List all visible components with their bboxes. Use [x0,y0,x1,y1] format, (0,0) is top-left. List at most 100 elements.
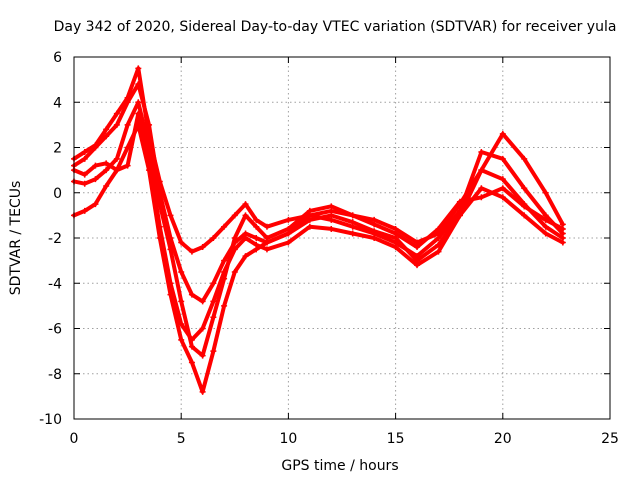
data-point-day-1 [167,212,174,219]
data-point-day-4 [231,268,238,275]
data-point-day-1 [253,216,260,223]
data-point-day-1 [499,130,506,137]
data-point-day-1 [113,110,120,117]
y-tick-label: -6 [48,322,62,338]
y-tick-label: 2 [53,141,62,157]
data-point-day-2 [178,268,185,275]
data-point-day-5 [167,246,174,253]
data-point-day-5 [188,343,195,350]
y-tick-label: 0 [53,186,62,202]
y-tick-label: -4 [48,276,62,292]
data-point-day-4 [156,235,163,241]
data-point-day-5 [221,275,228,282]
data-point-day-3 [306,223,313,230]
x-tick-label: 20 [494,431,512,447]
data-point-day-3 [124,162,131,169]
data-point-day-5 [81,180,88,187]
data-point-day-5 [178,298,185,305]
data-point-day-4 [81,207,88,214]
data-point-day-1 [81,149,88,156]
y-tick-label: -8 [48,367,62,383]
x-tick-label: 25 [601,431,619,447]
x-axis-label: GPS time / hours [281,458,398,474]
data-point-day-1 [521,155,528,162]
data-point-day-3 [478,167,485,174]
data-point-day-5 [328,203,335,210]
data-point-day-5 [559,225,566,232]
data-point-day-3 [81,171,88,178]
y-axis-label: SDTVAR / TECUs [8,181,24,296]
data-point-day-3 [103,160,110,167]
data-point-day-5 [199,352,206,359]
data-point-day-3 [542,223,549,230]
data-point-day-2 [499,155,506,162]
data-point-day-5 [124,121,131,128]
data-point-day-2 [135,81,142,88]
data-point-day-3 [263,246,270,253]
data-point-day-4 [178,336,185,343]
data-point-day-3 [435,248,442,255]
data-point-day-5 [263,235,270,241]
tick-layer: 0 5 10 15 20 25 -10 -8 -6 -4 -2 0 2 4 6 [39,50,619,447]
data-point-day-1 [285,216,292,223]
chart-title: Day 342 of 2020, Sidereal Day-to-day VTE… [54,19,617,35]
data-point-day-2 [210,280,217,287]
data-point-day-2 [199,298,206,305]
data-point-day-5 [499,185,506,192]
data-point-day-4 [199,388,206,395]
data-point-day-4 [210,348,217,355]
data-point-day-5 [146,144,153,151]
data-point-day-5 [103,167,110,174]
data-point-day-5 [113,155,120,162]
data-point-day-4 [499,194,506,201]
data-point-day-5 [435,225,442,232]
data-point-day-2 [146,121,153,128]
data-point-day-4 [113,167,120,174]
data-point-day-5 [156,201,163,208]
data-point-day-4 [242,253,249,260]
x-tick-label: 10 [279,431,297,447]
data-point-day-5 [371,221,378,228]
data-point-day-2 [103,133,110,140]
data-point-day-1 [263,223,270,230]
data-point-day-1 [178,239,185,246]
data-point-day-4 [456,212,463,219]
data-point-day-2 [92,144,99,151]
y-tick-label: 6 [53,50,62,66]
data-point-day-2 [253,235,260,241]
data-point-day-5 [135,99,142,106]
series-line-day-4 [72,122,565,394]
data-point-day-4 [135,121,142,128]
data-point-day-5 [253,223,260,230]
data-point-day-2 [188,291,195,298]
data-point-day-2 [435,235,442,241]
data-point-day-4 [414,257,421,264]
data-point-day-3 [285,239,292,246]
data-point-day-5 [231,235,238,241]
data-point-day-4 [306,216,313,223]
data-point-day-3 [392,244,399,251]
data-point-day-1 [135,65,142,72]
data-point-day-5 [542,216,549,223]
data-point-day-2 [221,257,228,264]
data-point-day-5 [285,225,292,232]
data-point-day-2 [124,99,131,106]
data-point-day-1 [199,244,206,251]
data-point-day-5 [521,203,528,210]
data-point-day-5 [392,230,399,237]
grid-layer [74,57,610,419]
data-point-day-2 [81,155,88,162]
y-tick-label: 4 [53,95,62,111]
data-point-day-5 [210,314,217,321]
data-point-day-4 [542,230,549,237]
y-tick-label: -2 [48,231,62,247]
data-point-day-4 [103,182,110,189]
data-point-day-2 [521,185,528,192]
data-point-day-1 [210,235,217,241]
y-tick-label: -10 [39,412,62,428]
data-point-day-3 [210,298,217,305]
data-point-day-4 [188,359,195,366]
data-point-day-5 [242,212,249,219]
data-point-day-3 [92,162,99,169]
data-point-day-1 [542,189,549,196]
